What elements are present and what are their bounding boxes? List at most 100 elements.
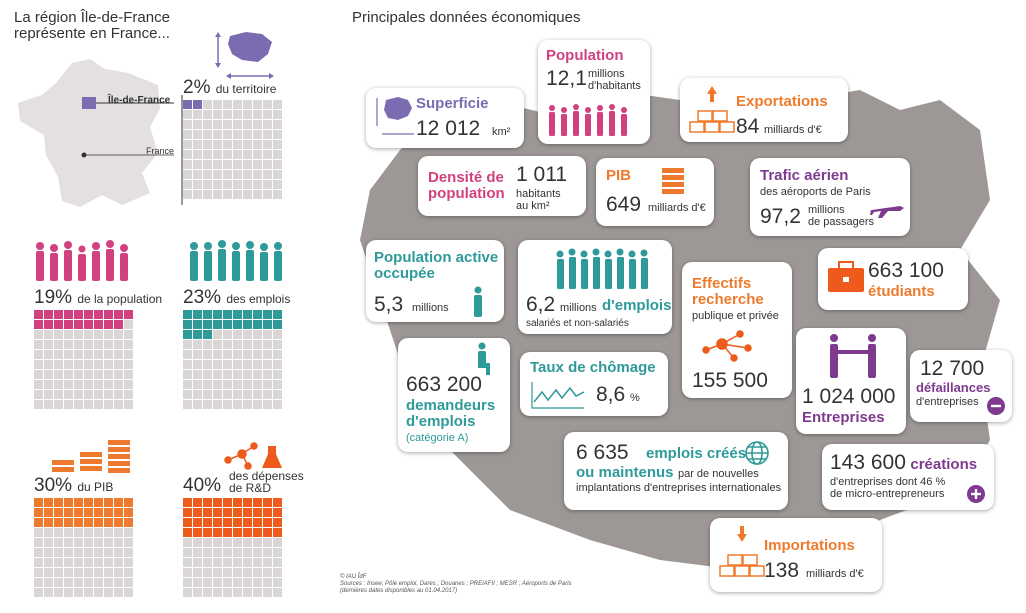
grid-cell <box>34 360 43 369</box>
grid-cell <box>263 370 272 379</box>
grid-cell <box>183 140 192 149</box>
grid-cell <box>44 518 53 527</box>
grid-cell <box>213 360 222 369</box>
grid-cell <box>203 350 212 359</box>
grid-cell <box>193 400 202 409</box>
grid-cell <box>263 180 272 189</box>
grid-cell <box>223 310 232 319</box>
grid-cell <box>114 518 123 527</box>
grid-cell <box>193 170 202 179</box>
grid-cell <box>243 568 252 577</box>
territory-grid <box>183 100 282 199</box>
grid-cell <box>44 370 53 379</box>
grid-cell <box>243 390 252 399</box>
grid-cell <box>213 180 222 189</box>
grid-cell <box>193 320 202 329</box>
grid-cell <box>114 400 123 409</box>
grid-cell <box>223 180 232 189</box>
grid-cell <box>243 400 252 409</box>
grid-cell <box>74 320 83 329</box>
grid-cell <box>64 390 73 399</box>
grid-cell <box>213 578 222 587</box>
grid-cell <box>203 578 212 587</box>
grid-cell <box>74 310 83 319</box>
grid-cell <box>183 528 192 537</box>
grid-cell <box>243 588 252 597</box>
grid-cell <box>193 390 202 399</box>
grid-cell <box>243 528 252 537</box>
grid-cell <box>223 568 232 577</box>
jobs-people-icon <box>556 248 648 289</box>
grid-cell <box>223 528 232 537</box>
grid-cell <box>273 400 282 409</box>
grid-cell <box>263 150 272 159</box>
grid-cell <box>34 340 43 349</box>
grid-cell <box>253 100 262 109</box>
grid-cell <box>183 150 192 159</box>
grid-cell <box>243 140 252 149</box>
grid-cell <box>74 390 83 399</box>
grid-cell <box>233 578 242 587</box>
grid-cell <box>54 498 63 507</box>
grid-cell <box>193 190 202 199</box>
grid-cell <box>213 528 222 537</box>
grid-cell <box>233 400 242 409</box>
grid-cell <box>193 538 202 547</box>
grid-cell <box>193 330 202 339</box>
grid-cell <box>183 400 192 409</box>
grid-cell <box>124 380 133 389</box>
grid-cell <box>263 360 272 369</box>
grid-cell <box>114 508 123 517</box>
grid-cell <box>183 110 192 119</box>
grid-cell <box>213 100 222 109</box>
idf-region-icon <box>215 32 274 79</box>
grid-cell <box>273 110 282 119</box>
grid-cell <box>273 518 282 527</box>
grid-cell <box>233 528 242 537</box>
grid-cell <box>253 528 262 537</box>
grid-cell <box>213 340 222 349</box>
grid-cell <box>54 380 63 389</box>
grid-cell <box>253 110 262 119</box>
grid-cell <box>213 588 222 597</box>
grid-cell <box>54 558 63 567</box>
grid-cell <box>104 350 113 359</box>
grid-cell <box>183 548 192 557</box>
grid-cell <box>233 340 242 349</box>
grid-cell <box>114 380 123 389</box>
grid-cell <box>44 320 53 329</box>
grid-cell <box>183 190 192 199</box>
grid-cell <box>104 568 113 577</box>
grid-cell <box>233 110 242 119</box>
grid-cell <box>193 548 202 557</box>
grid-cell <box>34 558 43 567</box>
grid-cell <box>94 310 103 319</box>
card-research: Effectifs recherche publique et privée 1… <box>682 262 792 398</box>
grid-cell <box>213 320 222 329</box>
grid-cell <box>114 310 123 319</box>
grid-cell <box>94 568 103 577</box>
grid-cell <box>233 350 242 359</box>
card-surface: Superficie 12 012 km² <box>366 88 524 148</box>
grid-cell <box>223 390 232 399</box>
grid-cell <box>193 558 202 567</box>
grid-cell <box>233 310 242 319</box>
grid-cell <box>104 518 113 527</box>
grid-cell <box>233 150 242 159</box>
grid-cell <box>64 370 73 379</box>
grid-cell <box>74 360 83 369</box>
grid-cell <box>233 160 242 169</box>
grid-cell <box>114 498 123 507</box>
grid-cell <box>114 528 123 537</box>
grid-cell <box>273 508 282 517</box>
grid-cell <box>84 370 93 379</box>
grid-cell <box>54 310 63 319</box>
grid-cell <box>263 100 272 109</box>
grid-cell <box>34 310 43 319</box>
grid-cell <box>203 320 212 329</box>
grid-cell <box>263 110 272 119</box>
grid-cell <box>203 170 212 179</box>
grid-cell <box>64 588 73 597</box>
grid-cell <box>243 150 252 159</box>
grid-cell <box>183 330 192 339</box>
